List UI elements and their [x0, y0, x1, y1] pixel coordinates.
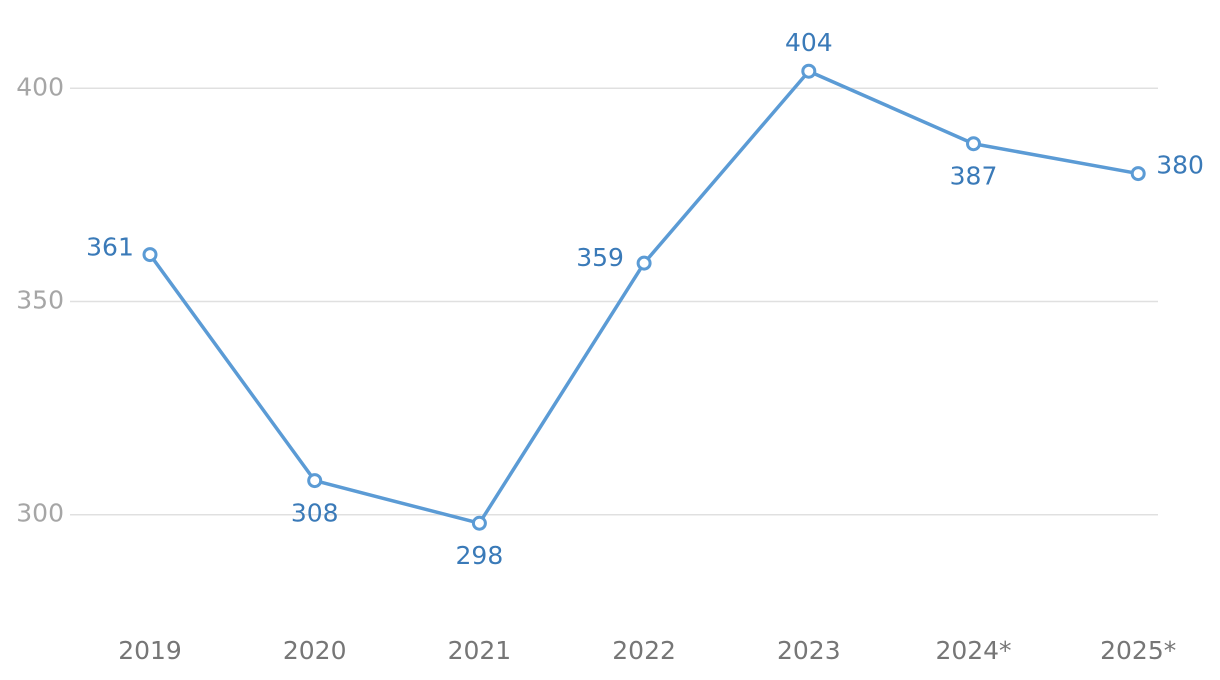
x-tick-label: 2021: [448, 636, 512, 665]
point: [307, 473, 323, 489]
point: [142, 247, 158, 263]
point: [966, 136, 981, 152]
value-label: 359: [576, 243, 624, 272]
point: [471, 515, 487, 531]
x-tick-label: 2019: [118, 636, 182, 665]
value-label: 387: [950, 162, 998, 191]
value-label: 361: [86, 233, 134, 262]
y-tick-label: 350: [16, 286, 64, 315]
y-tick-label: 300: [16, 499, 64, 528]
value-label: 380: [1156, 151, 1204, 180]
x-tick-label: 2020: [283, 636, 347, 665]
point: [1130, 166, 1146, 182]
x-tick-label: 2023: [777, 636, 841, 665]
line: [148, 69, 1139, 525]
x-tick-label: 2024*: [935, 636, 1011, 665]
value-label: 298: [456, 541, 504, 570]
x-tick-label: 2022: [612, 636, 676, 665]
point: [636, 255, 652, 271]
value-label: 404: [785, 28, 833, 57]
value-label: 308: [291, 499, 339, 528]
y-tick-label: 400: [16, 72, 64, 101]
x-tick-label: 2025*: [1100, 636, 1176, 665]
point: [801, 63, 817, 79]
